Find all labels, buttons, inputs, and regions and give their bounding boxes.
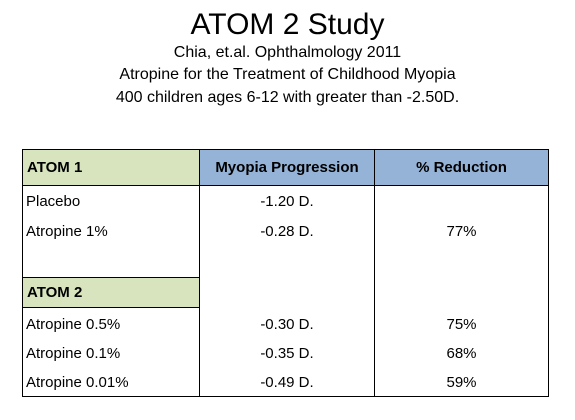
row-label: Placebo xyxy=(26,193,81,210)
row-label: Atropine 1% xyxy=(26,223,108,240)
column-divider-1 xyxy=(199,185,200,397)
row-label: Atropine 0.01% xyxy=(26,374,129,391)
row-label: Atropine 0.1% xyxy=(26,345,121,362)
slide-title: ATOM 2 Study xyxy=(190,8,385,41)
study-topic-line: Atropine for the Treatment of Childhood … xyxy=(119,66,456,83)
table-border-bottom xyxy=(22,396,549,397)
column-divider-2 xyxy=(374,185,375,397)
citation-line: Chia, et.al. Ophthalmology 2011 xyxy=(173,44,402,61)
row-reduction: 59% xyxy=(446,374,477,391)
row-progression: -0.49 D. xyxy=(260,374,314,391)
row-label: Atropine 0.5% xyxy=(26,316,121,333)
row-reduction: 68% xyxy=(446,345,477,362)
header-atom2: ATOM 2 xyxy=(22,277,200,308)
row-progression: -0.28 D. xyxy=(260,223,314,240)
table-border-right xyxy=(548,185,549,397)
row-reduction: 75% xyxy=(446,316,477,333)
row-progression: -0.30 D. xyxy=(260,316,314,333)
header-myopia-progression: Myopia Progression xyxy=(199,149,375,186)
header-percent-reduction: % Reduction xyxy=(374,149,549,186)
row-progression: -1.20 D. xyxy=(260,193,314,210)
row-reduction: 77% xyxy=(446,223,477,240)
header-atom1: ATOM 1 xyxy=(22,149,200,186)
table-border-left xyxy=(22,185,23,397)
study-population-line: 400 children ages 6-12 with greater than… xyxy=(115,89,460,106)
row-progression: -0.35 D. xyxy=(260,345,314,362)
results-table: ATOM 1 Myopia Progression % Reduction AT… xyxy=(22,149,549,397)
